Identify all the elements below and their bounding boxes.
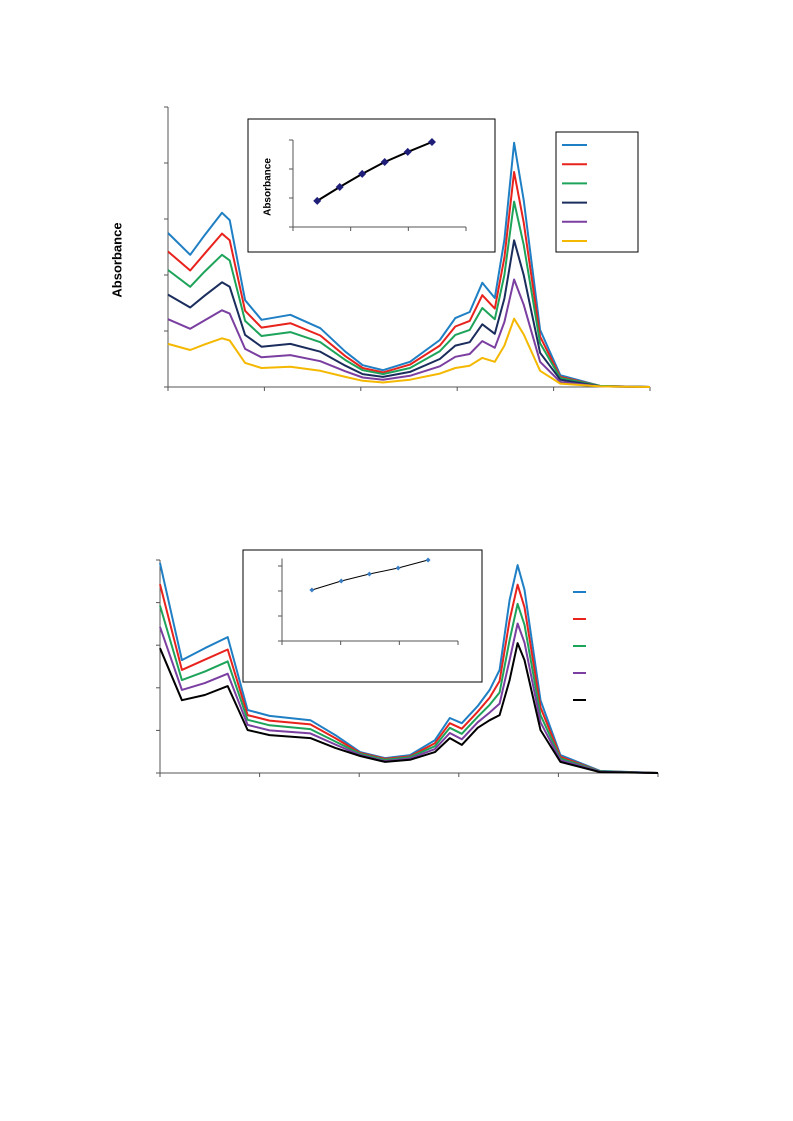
spectrum-line [167,278,651,388]
legend-frame [555,131,639,253]
data-point [380,158,389,167]
spectrum-line [316,141,433,202]
data-point [425,557,431,563]
spectrum-line [159,562,659,774]
data-point [427,138,436,147]
y-axis-label: Absorbance [263,158,274,216]
inset-frame [247,118,496,253]
spectrum-line [159,583,659,774]
data-point [403,147,412,156]
data-point [335,182,344,191]
data-point [395,565,401,571]
spectrum-line [159,642,659,774]
data-point [358,169,367,178]
data-point [338,578,344,584]
spectrum-line [167,141,651,388]
data-point [366,571,372,577]
spectrum-line [167,200,651,388]
data-point [309,587,315,593]
data-point [313,196,322,205]
spectrum-line [167,171,651,388]
spectrum-line [159,622,659,774]
spectrum-line [167,317,651,388]
spectrum-line [167,239,651,388]
spectrum-line [159,602,659,774]
y-axis-label: Absorbance [109,222,124,297]
inset-frame [242,549,483,683]
